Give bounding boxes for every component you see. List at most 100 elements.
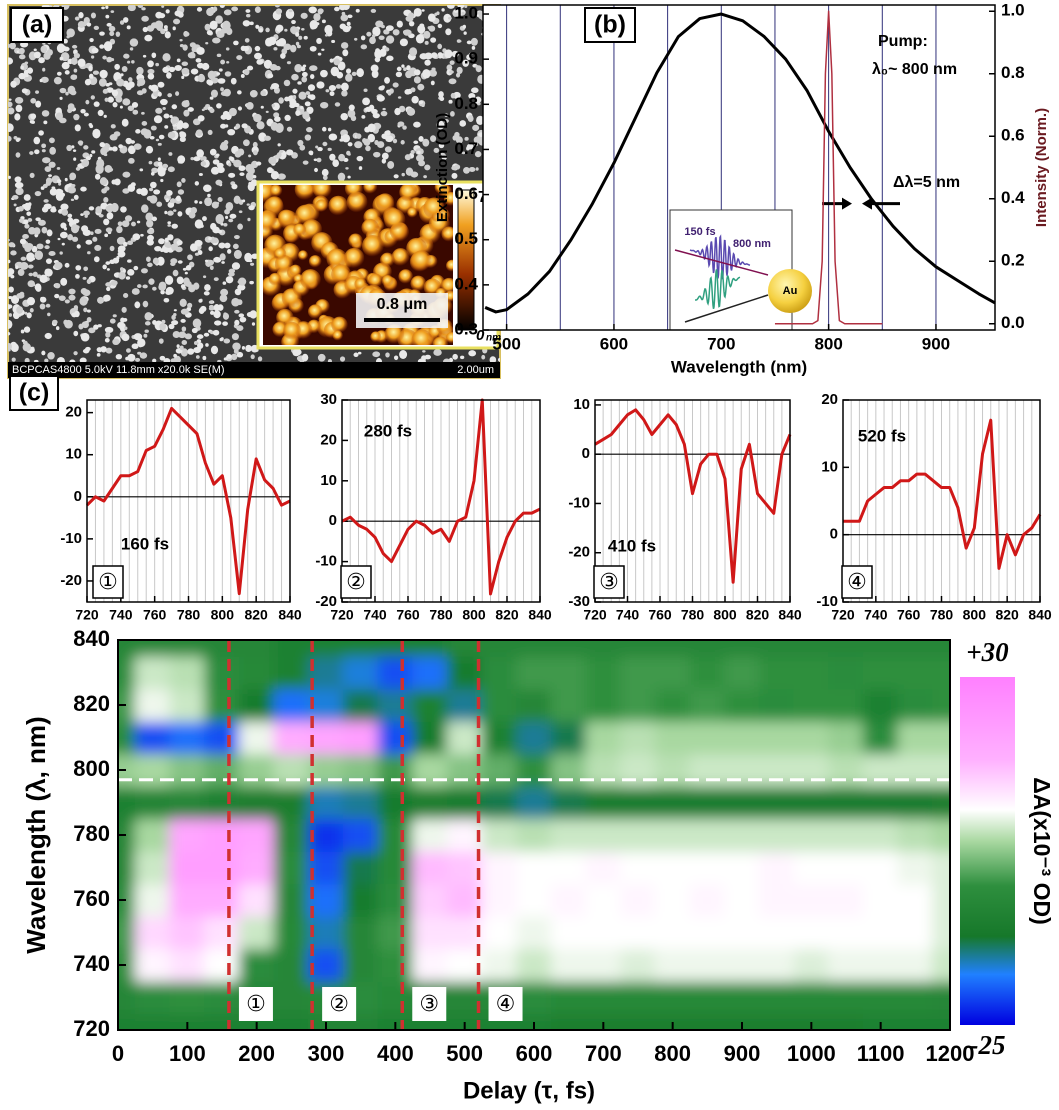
- particle: [421, 9, 425, 12]
- particle: [44, 166, 52, 172]
- x-tick-label: 720: [831, 607, 855, 623]
- grain: [297, 250, 309, 261]
- particle: [275, 122, 284, 133]
- particle: [410, 87, 416, 93]
- heatmap-cell: [828, 980, 864, 1015]
- particle: [406, 107, 416, 116]
- particle: [86, 309, 91, 313]
- heatmap-cell: [862, 785, 899, 820]
- particle: [269, 64, 278, 71]
- particle: [87, 251, 91, 255]
- particle: [125, 276, 131, 280]
- heatmap-cell: [654, 883, 691, 917]
- particle: [99, 177, 108, 186]
- particle: [77, 20, 86, 28]
- heatmap-cell: [238, 850, 275, 885]
- heatmap-cell: [412, 948, 448, 982]
- particle: [246, 101, 254, 110]
- particle: [163, 113, 170, 119]
- particle: [20, 329, 25, 334]
- particle: [151, 52, 157, 59]
- particle: [57, 237, 61, 241]
- x-tick-label: 760: [396, 607, 420, 623]
- particle: [23, 326, 31, 333]
- particle: [228, 162, 232, 167]
- heatmap-cell: [724, 883, 760, 917]
- particle: [337, 172, 346, 182]
- particle: [173, 353, 178, 358]
- y-tick-label: 20: [65, 404, 82, 421]
- particle: [433, 349, 442, 356]
- particle: [97, 296, 105, 304]
- particle: [83, 210, 90, 216]
- particle: [19, 238, 27, 245]
- heatmap-cell: [134, 655, 171, 690]
- particle: [387, 38, 392, 43]
- heatmap-cell: [273, 688, 310, 722]
- particle: [127, 240, 134, 245]
- particle: [44, 245, 50, 250]
- particle: [8, 342, 12, 351]
- heatmap-cell: [654, 688, 691, 722]
- particle: [60, 203, 69, 211]
- particle: [155, 138, 160, 142]
- heatmap-cell: [585, 915, 622, 950]
- gold-particle: [768, 269, 812, 313]
- heatmap-cell: [412, 655, 448, 690]
- particle: [129, 38, 139, 47]
- y-tick-label: 760: [73, 886, 110, 911]
- x-tick-label: 700: [707, 334, 735, 353]
- panel-label: (a): [22, 11, 53, 39]
- particle: [310, 74, 315, 80]
- particle: [103, 218, 110, 226]
- heatmap-cell: [481, 720, 518, 755]
- y-tick-label: 820: [73, 691, 110, 716]
- particle: [413, 69, 421, 76]
- particle: [338, 153, 346, 162]
- x-axis-title: Delay (τ, fs): [463, 1077, 595, 1104]
- particle: [463, 167, 470, 174]
- y-tick-label: 780: [73, 821, 110, 846]
- particle: [337, 61, 346, 71]
- afm-unit: nm: [486, 333, 501, 344]
- heatmap-cell: [446, 948, 483, 982]
- particle: [93, 324, 99, 330]
- particle: [102, 295, 109, 302]
- particle: [155, 107, 163, 114]
- particle: [240, 74, 245, 79]
- heatmap-cell: [377, 883, 414, 917]
- particle: [115, 353, 123, 360]
- marker-label: ③: [599, 570, 619, 595]
- particle: [202, 275, 207, 279]
- y-tick-label: 0.8: [454, 94, 478, 113]
- particle: [381, 158, 387, 164]
- particle: [102, 264, 107, 270]
- heatmap-cell: [238, 640, 275, 657]
- particle: [172, 26, 176, 31]
- particle: [300, 66, 306, 72]
- heatmap-cell: [897, 980, 934, 1015]
- particle: [340, 82, 349, 92]
- heatmap-cell: [342, 720, 379, 755]
- particle: [15, 152, 21, 158]
- particle: [177, 11, 184, 18]
- heatmap-cell: [724, 850, 760, 885]
- plot-frame: [482, 4, 996, 331]
- heatmap-cell: [412, 640, 448, 657]
- sem-scale: 2.00um: [457, 364, 494, 376]
- particle: [305, 91, 311, 96]
- heatmap-cell: [932, 915, 950, 950]
- particle: [433, 147, 440, 153]
- particle: [301, 353, 309, 362]
- particle: [350, 115, 357, 122]
- heatmap-cell: [654, 850, 691, 885]
- particle: [39, 303, 46, 310]
- particle: [221, 261, 225, 264]
- particle: [103, 196, 109, 203]
- particle: [324, 34, 328, 37]
- particle: [184, 111, 189, 116]
- particle: [78, 141, 83, 146]
- particle: [141, 88, 147, 94]
- heatmap-cell: [169, 1013, 206, 1030]
- particle: [107, 96, 114, 103]
